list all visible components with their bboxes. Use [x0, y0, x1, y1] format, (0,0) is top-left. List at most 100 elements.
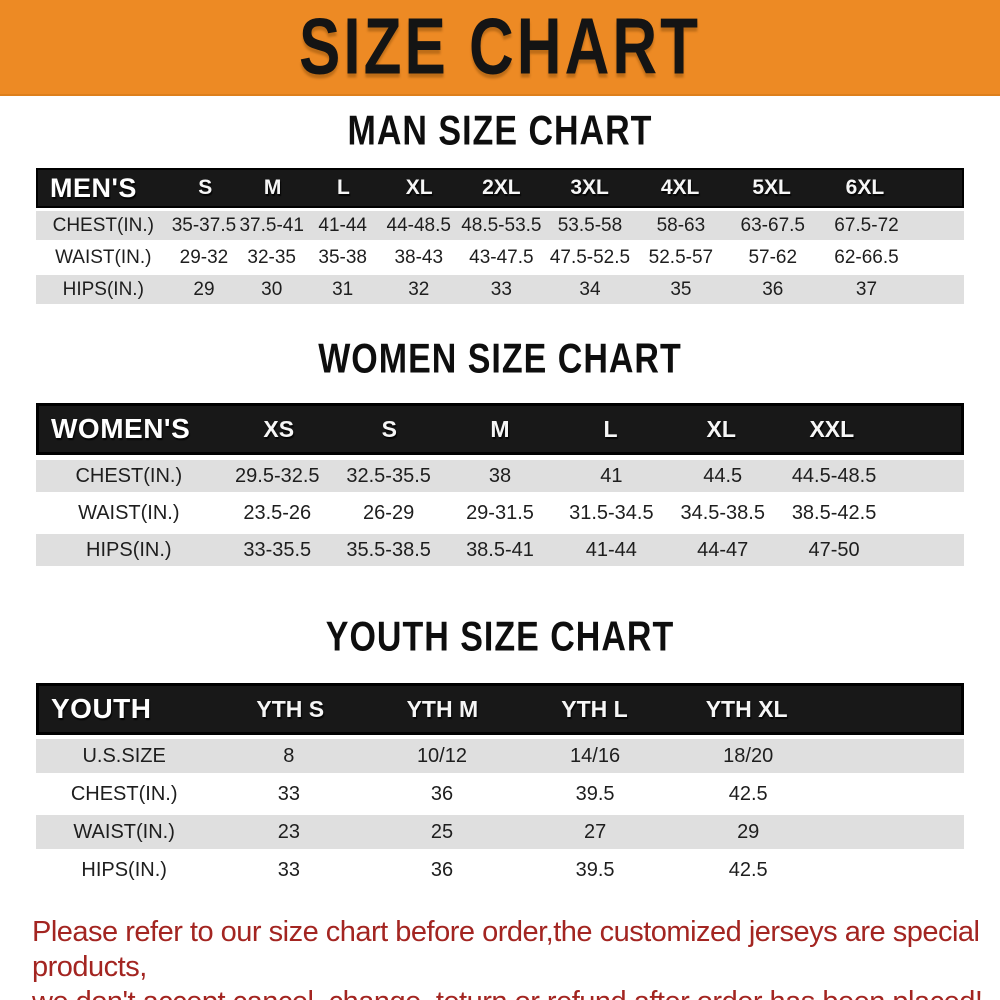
measurement-cell: 30: [261, 278, 283, 300]
measurement-cell: 36: [762, 278, 784, 300]
measurement-cell: 44-47: [697, 538, 749, 561]
size-column-header: L: [336, 176, 350, 199]
size-column-header: M: [490, 415, 510, 442]
women-header-row: WOMEN'S XS S M L XL XXL: [36, 403, 964, 455]
measurement-cell: 33: [277, 858, 300, 881]
row-label: HIPS(IN.): [81, 858, 167, 881]
women-section-title: WOMEN SIZE CHART: [318, 335, 682, 383]
table-row: WAIST(IN.) 29-32 32-35 35-38 38-43 43-47…: [36, 243, 964, 272]
table-row: WAIST(IN.) 23 25 27 29: [36, 815, 964, 849]
measurement-cell: 33-35.5: [243, 538, 312, 561]
measurement-cell: 29-31.5: [466, 501, 534, 524]
measurement-cell: 36: [430, 858, 454, 881]
table-row: HIPS(IN.) 33 36 39.5 42.5: [36, 853, 964, 887]
measurement-cell: 26-29: [363, 501, 415, 524]
measurement-cell: 29: [193, 278, 215, 300]
measurement-cell: 34.5-38.5: [680, 501, 765, 524]
measurement-cell: 34: [579, 278, 601, 300]
youth-header-label: YOUTH: [51, 693, 152, 724]
size-column-header: XS: [263, 415, 295, 442]
measurement-cell: 38.5-41: [466, 538, 534, 561]
measurement-cell: 29.5-32.5: [235, 464, 320, 487]
table-row: CHEST(IN.) 35-37.5 37.5-41 41-44 44-48.5…: [36, 211, 964, 240]
size-column-header: S: [381, 415, 397, 442]
table-row: HIPS(IN.) 33-35.5 35.5-38.5 38.5-41 41-4…: [36, 534, 964, 566]
disclaimer-line-2: we don't accept cancel, change, teturn o…: [32, 985, 1000, 1000]
size-column-header: 4XL: [660, 176, 700, 199]
measurement-cell: 37.5-41: [239, 214, 304, 236]
row-label: HIPS(IN.): [62, 278, 144, 300]
measurement-cell: 44-48.5: [386, 214, 451, 236]
measurement-cell: 31: [332, 278, 354, 300]
youth-section-title: YOUTH SIZE CHART: [325, 613, 675, 661]
size-column-header: XL: [706, 415, 736, 442]
measurement-cell: 8: [283, 744, 295, 767]
size-column-header: YTH L: [561, 695, 628, 722]
measurement-cell: 41-44: [318, 214, 367, 236]
measurement-cell: 35.5-38.5: [346, 538, 431, 561]
measurement-cell: 53.5-58: [557, 214, 623, 236]
table-row: CHEST(IN.) 33 36 39.5 42.5: [36, 777, 964, 811]
measurement-cell: 36: [430, 782, 454, 805]
size-column-header: YTH M: [406, 695, 479, 722]
row-label: WAIST(IN.): [55, 246, 152, 268]
women-header-label: WOMEN'S: [51, 413, 191, 444]
measurement-cell: 38: [488, 464, 512, 487]
size-column-header: L: [603, 415, 618, 442]
measurement-cell: 38-43: [394, 246, 444, 268]
men-header-row: MEN'S S M L XL 2XL 3XL 4XL 5XL 6XL: [36, 168, 964, 208]
youth-size-table: YOUTH YTH S YTH M YTH L YTH XL U.S.SIZE …: [36, 683, 964, 887]
measurement-cell: 23: [277, 820, 300, 843]
measurement-cell: 57-62: [748, 246, 798, 268]
measurement-cell: 32: [408, 278, 430, 300]
measurement-cell: 41-44: [585, 538, 637, 561]
row-label: WAIST(IN.): [73, 820, 175, 843]
measurement-cell: 43-47.5: [469, 246, 534, 268]
measurement-cell: 33: [490, 278, 512, 300]
measurement-cell: 32-35: [247, 246, 296, 268]
measurement-cell: 27: [583, 820, 607, 843]
youth-header-row: YOUTH YTH S YTH M YTH L YTH XL: [36, 683, 964, 735]
measurement-cell: 47.5-52.5: [549, 246, 631, 268]
row-label: CHEST(IN.): [75, 464, 183, 487]
measurement-cell: 42.5: [728, 782, 768, 805]
row-label: CHEST(IN.): [70, 782, 178, 805]
disclaimer-line-1: Please refer to our size chart before or…: [32, 916, 980, 983]
size-column-header: YTH S: [256, 695, 325, 722]
size-column-header: S: [198, 176, 213, 199]
row-label: WAIST(IN.): [78, 501, 180, 524]
measurement-cell: 38.5-42.5: [791, 501, 877, 524]
measurement-cell: 44.5: [703, 464, 743, 487]
size-column-header: XXL: [809, 415, 855, 442]
women-size-table: WOMEN'S XS S M L XL XXL CHEST(IN.) 29.5-…: [36, 403, 964, 566]
measurement-cell: 52.5-57: [648, 246, 714, 268]
measurement-cell: 35-37.5: [171, 214, 237, 236]
measurement-cell: 58-63: [656, 214, 706, 236]
measurement-cell: 23.5-26: [243, 501, 312, 524]
measurement-cell: 48.5-53.5: [461, 214, 542, 236]
table-row: CHEST(IN.) 29.5-32.5 32.5-35.5 38 41 44.…: [36, 460, 964, 492]
measurement-cell: 35: [670, 278, 692, 300]
size-column-header: 3XL: [570, 176, 609, 199]
measurement-cell: 39.5: [575, 858, 615, 881]
size-column-header: XL: [405, 176, 433, 199]
table-row: U.S.SIZE 8 10/12 14/16 18/20: [36, 739, 964, 773]
measurement-cell: 39.5: [575, 782, 615, 805]
size-column-header: M: [263, 176, 282, 199]
measurement-cell: 63-67.5: [740, 214, 805, 236]
measurement-cell: 29-32: [179, 246, 229, 268]
measurement-cell: 67.5-72: [834, 214, 899, 236]
size-column-header: 2XL: [482, 176, 521, 199]
measurement-cell: 29: [737, 820, 760, 843]
orange-banner: SIZE CHART: [0, 0, 1000, 96]
measurement-cell: 47-50: [808, 538, 860, 561]
measurement-cell: 31.5-34.5: [569, 501, 654, 524]
size-column-header: 5XL: [752, 176, 791, 199]
men-header-label: MEN'S: [50, 172, 137, 203]
table-row: HIPS(IN.) 29 30 31 32 33 34 35 36 37: [36, 275, 964, 304]
order-disclaimer: Please refer to our size chart before or…: [32, 915, 1000, 1000]
measurement-cell: 37: [855, 278, 878, 300]
measurement-cell: 44.5-48.5: [791, 464, 877, 487]
measurement-cell: 10/12: [416, 744, 467, 767]
